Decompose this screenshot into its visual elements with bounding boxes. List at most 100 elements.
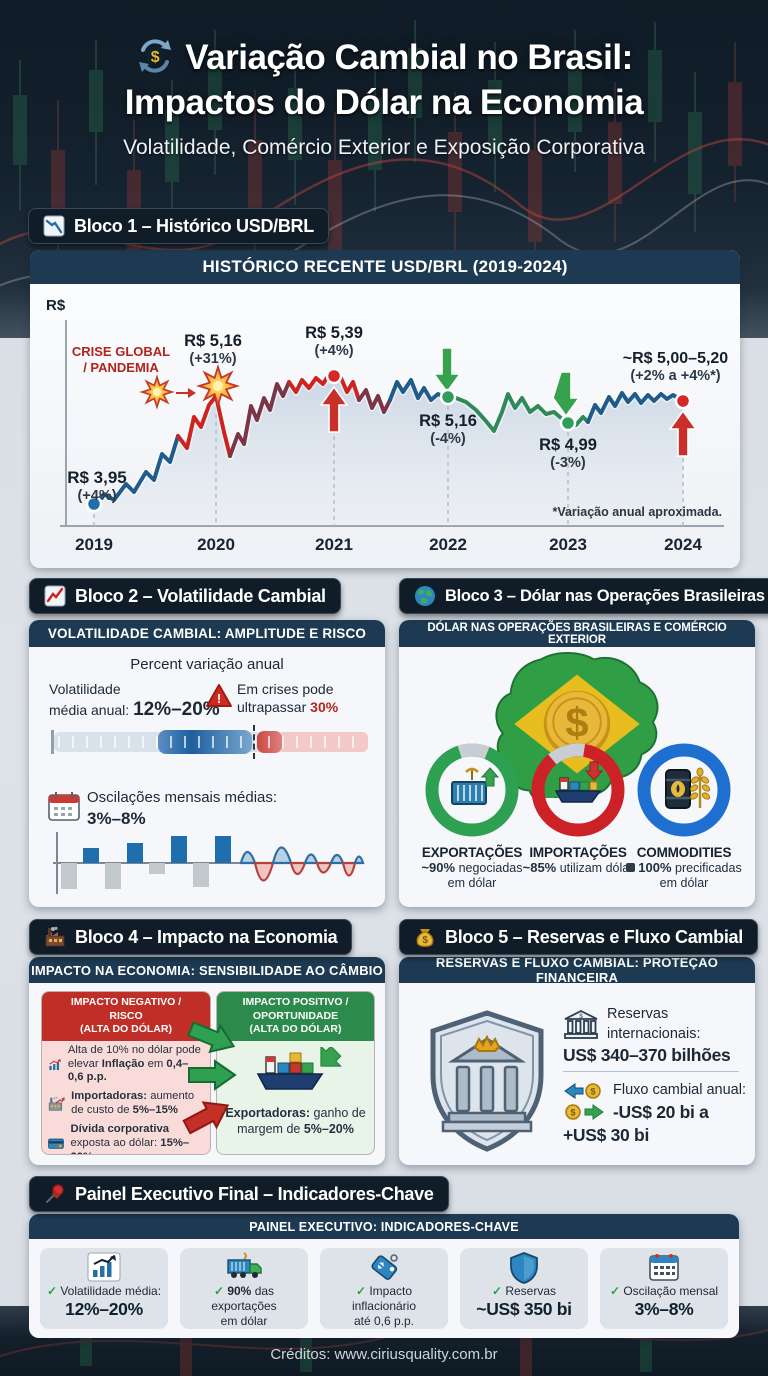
oscillation-bars <box>61 836 231 889</box>
kpi-card-oscillation: ✓ Oscilação mensal 3%–8% <box>599 1247 729 1330</box>
svg-text:$: $ <box>570 1108 575 1118</box>
corporate-debt-item: Dívida corporativa exposta ao dólar: 15%… <box>42 1120 210 1154</box>
green-arrow-2-icon <box>188 1059 237 1091</box>
annotation-2021: R$ 5,39 (+4%) <box>305 324 363 359</box>
impact-flow-arrows <box>182 1021 237 1135</box>
annotation-2019: R$ 3,95 (+4%) <box>67 468 127 504</box>
bloco3-panel-title: DÓLAR NAS OPERAÇÕES BRASILEIRAS E COMÉRC… <box>399 620 755 647</box>
title-line-1: $ Variação Cambial no Brasil: <box>0 36 768 81</box>
y-axis-label: R$ <box>46 297 66 314</box>
svg-text:2022: 2022 <box>429 535 467 554</box>
gauge-title: Percent variação anual <box>130 656 284 673</box>
crisis-arrow-icon <box>176 388 196 398</box>
bank-icon: $ <box>564 1009 598 1039</box>
credit-card-icon <box>48 1138 64 1149</box>
event-arrows <box>319 347 698 457</box>
commodities-ring: COMMODITIES 100% precificadas em dólar <box>625 742 743 891</box>
svg-text:$: $ <box>579 1014 583 1020</box>
svg-text:2019: 2019 <box>75 535 113 554</box>
page-title: $ Variação Cambial no Brasil: Impactos d… <box>0 36 768 160</box>
painel-label: Painel Executivo Final – Indicadores-Cha… <box>75 1183 434 1204</box>
warning-icon: ! <box>206 684 232 707</box>
commodity-marker-icon <box>626 863 636 872</box>
bloco2-pill: Bloco 2 – Volatilidade Cambial <box>29 578 341 614</box>
exports-donut <box>425 743 519 837</box>
bloco5-label: Bloco 5 – Reservas e Fluxo Cambial <box>445 926 743 947</box>
painel-pill: Painel Executivo Final – Indicadores-Cha… <box>29 1176 449 1212</box>
crisis-stat: ! Em crises pode ultrapassar 30% <box>206 680 339 716</box>
container-icon <box>451 767 500 805</box>
bloco2-panel: VOLATILIDADE CAMBIAL: AMPLITUDE E RISCO … <box>29 620 385 907</box>
page-subtitle: Volatilidade, Comércio Exterior e Exposi… <box>123 135 645 159</box>
positive-impact-header: IMPACTO POSITIVO / OPORTUNIDADE (ALTA DO D… <box>217 992 374 1041</box>
usdbrl-chart-svg: R$ <box>46 297 724 554</box>
down-arrow-icon <box>584 761 604 781</box>
trend-up-chart-icon <box>44 585 66 607</box>
painel-panel: PAINEL EXECUTIVO: INDICADORES-CHAVE ✓ Vo… <box>29 1214 739 1338</box>
svg-text:2020: 2020 <box>197 535 235 554</box>
shield-icon <box>510 1252 538 1284</box>
factory-icon <box>45 926 65 947</box>
crisis-label: CRISE GLOBAL / PANDEMIA <box>71 344 171 376</box>
line-chart-icon <box>43 215 65 237</box>
svg-text:$: $ <box>422 935 428 946</box>
title-line-2: Impactos do Dólar na Economia <box>124 82 644 122</box>
brazil-map-icon: $ <box>495 652 659 798</box>
bloco3-pill: Bloco 3 – Dólar nas Operações Brasileira… <box>399 578 768 614</box>
chart-footnote: *Variação anual aproximada. <box>552 505 722 519</box>
x-axis-labels: 2019 2020 2021 2022 2023 2024 <box>75 535 702 554</box>
annotation-2023: R$ 4,99 (-3%) <box>539 436 597 471</box>
annotation-2022: R$ 5,16 (-4%) <box>419 412 477 447</box>
data-points <box>85 367 692 513</box>
svg-text:!: ! <box>217 691 221 706</box>
calendar-icon <box>649 1254 679 1281</box>
svg-text:2021: 2021 <box>315 535 353 554</box>
oscillation-stat: Oscilações mensais médias: 3%–8% <box>87 789 278 828</box>
down-arrow-2023-icon <box>552 371 581 418</box>
bloco1-panel: HISTÓRICO RECENTE USD/BRL (2019-2024) R$ <box>30 250 740 568</box>
svg-text:$: $ <box>590 1087 595 1097</box>
up-right-arrow-icon <box>319 1044 342 1067</box>
svg-text:$: $ <box>151 49 160 66</box>
svg-text:$: $ <box>565 699 588 746</box>
annotation-2024: ~R$ 5,00–5,20 (+2% a +4%*) <box>622 350 729 385</box>
shield-bank-icon <box>430 1010 544 1152</box>
credits: Créditos: www.ciriusquality.com.br <box>270 1346 498 1363</box>
bloco1-label: Bloco 1 – Histórico USD/BRL <box>74 215 314 236</box>
oscillation-wave <box>239 846 365 882</box>
money-bag-icon: $ <box>416 929 434 947</box>
bloco1-panel-title: HISTÓRICO RECENTE USD/BRL (2019-2024) <box>30 250 740 284</box>
bloco4-label: Bloco 4 – Impacto na Economia <box>75 926 338 947</box>
bloco3-panel: DÓLAR NAS OPERAÇÕES BRASILEIRAS E COMÉRC… <box>399 620 755 907</box>
negative-impact-panel: IMPACTO NEGATIVO / RISCO (ALTA DO DÓLAR) A… <box>41 991 211 1155</box>
kpi-card-inflation: ✓ Impacto inflacionário até 0,6 p.p. <box>319 1247 449 1330</box>
up-arrow-2021-icon <box>319 385 349 433</box>
crisis-value: 30% <box>310 699 339 716</box>
bloco2-panel-title: VOLATILIDADE CAMBIAL: AMPLITUDE E RISCO <box>29 620 385 647</box>
inflation-item: Alta de 10% no dólar pode elevar Inflaçã… <box>42 1041 210 1087</box>
bloco5-panel-title: RESERVAS E FLUXO CAMBIAL: PROTEÇÃO FINAN… <box>399 957 755 985</box>
kpi-card-reserves: ✓ Reservas ~US$ 350 bi <box>459 1247 589 1330</box>
bloco2-label: Bloco 2 – Volatilidade Cambial <box>75 585 326 606</box>
up-arrow-2024-icon <box>668 409 698 457</box>
negative-impact-header: IMPACTO NEGATIVO / RISCO (ALTA DO DÓLAR) <box>42 992 210 1041</box>
title-text-1: Variação Cambial no Brasil: <box>185 38 633 77</box>
oscillation-mini-chart <box>53 832 365 894</box>
growth-chart-icon <box>49 1058 61 1070</box>
oil-barrel-wheat-icon <box>665 767 711 809</box>
commodities-donut <box>637 743 731 837</box>
kpi-card-exports: ✓ 90% das exportações em dólar <box>179 1247 309 1330</box>
bloco5-panel: RESERVAS E FLUXO CAMBIAL: PROTEÇÃO FINAN… <box>399 957 755 1165</box>
bloco4-panel: IMPACTO NA ECONOMIA: SENSIBILIDADE AO CÂ… <box>29 957 385 1165</box>
bloco4-pill: Bloco 4 – Impacto na Economia <box>29 919 353 955</box>
flow-row: $ $ Fluxo cambial anual: -US$ 20 bi a +U… <box>563 1082 746 1146</box>
factory-cost-icon <box>48 1096 65 1111</box>
annotation-2020: R$ 5,16 (+31%) <box>184 332 242 367</box>
volatility-gauge <box>51 725 368 759</box>
reserves-value: US$ 340–370 bilhões <box>563 1045 731 1066</box>
pushpin-icon <box>46 1184 64 1203</box>
cargo-ship-icon <box>554 761 604 803</box>
container-truck-icon <box>227 1252 262 1278</box>
bloco1-pill: Bloco 1 – Histórico USD/BRL <box>28 208 329 244</box>
